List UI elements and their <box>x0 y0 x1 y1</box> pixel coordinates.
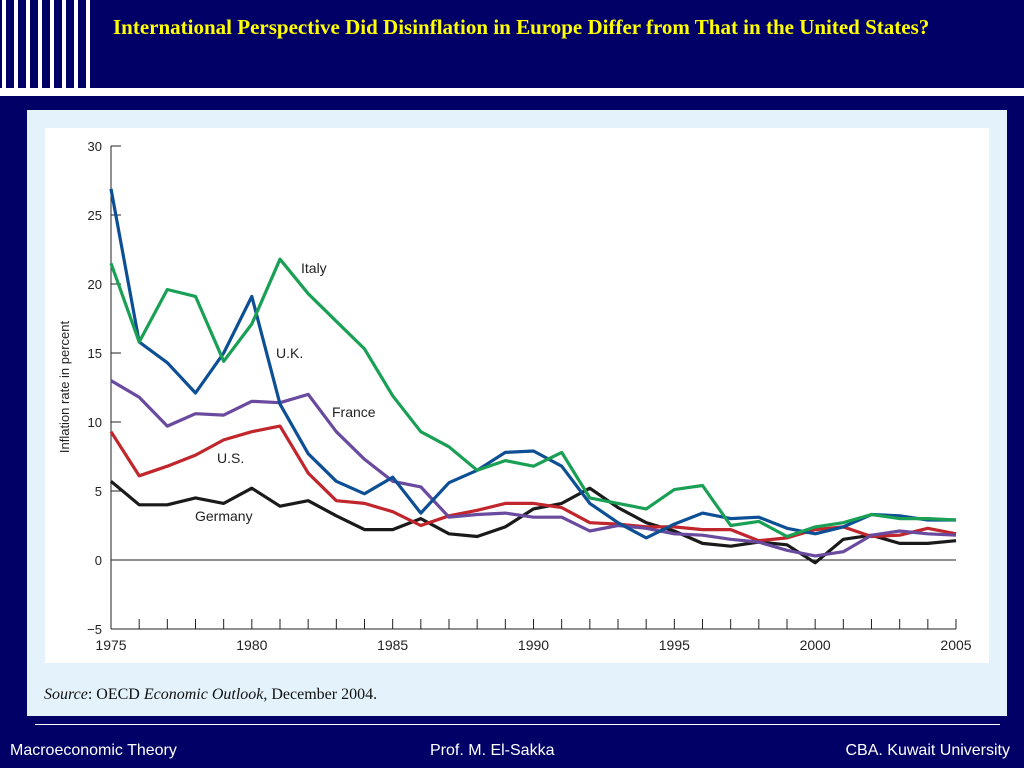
series-line-germany <box>109 480 957 565</box>
series-line-uk <box>109 188 956 540</box>
series-label-germany: Germany <box>195 508 253 524</box>
y-tick-label: 20 <box>88 277 102 292</box>
x-tick-label: 2005 <box>940 637 971 653</box>
footer-bar: Macroeconomic Theory Prof. M. El-Sakka C… <box>0 737 1024 768</box>
x-tick-label: 1975 <box>95 637 126 653</box>
decorative-stripes <box>2 0 90 88</box>
y-tick-label: −5 <box>87 622 102 637</box>
series-line-france <box>110 379 957 558</box>
source-date: , December 2004. <box>263 686 378 703</box>
footer-course: Macroeconomic Theory <box>10 742 177 759</box>
y-tick-label: 25 <box>88 208 102 223</box>
x-tick-label: 2000 <box>800 637 831 653</box>
footer-divider <box>35 724 1000 725</box>
source-org: : OECD <box>87 686 144 703</box>
y-axis-label: Inflation rate in percent <box>57 320 72 453</box>
y-tick-label: 30 <box>88 139 102 154</box>
series-label-us: U.S. <box>217 450 244 466</box>
footer-professor: Prof. M. El-Sakka <box>430 742 555 759</box>
series-line-us <box>109 424 957 543</box>
y-tick-label: 0 <box>95 553 102 568</box>
axes: −5 0 5 10 15 20 25 30 1975 1980 1985 1990 1995 2000 20… <box>57 139 972 653</box>
series-label-france: France <box>332 404 376 420</box>
x-tick-label: 1990 <box>518 637 549 653</box>
series-line-italy <box>109 257 957 539</box>
figure-source: Source: OECD Economic Outlook, December … <box>44 686 377 704</box>
y-tick-label: 15 <box>88 346 102 361</box>
series-label-uk: U.K. <box>276 345 303 361</box>
x-tick-label: 1980 <box>236 637 267 653</box>
series-lines <box>109 188 957 565</box>
x-tick-label: 1985 <box>377 637 408 653</box>
x-tick-label: 1995 <box>659 637 690 653</box>
source-prefix: Source <box>44 686 88 703</box>
title-divider <box>0 88 1024 96</box>
y-tick-label: 5 <box>95 484 102 499</box>
plot-area-background <box>45 128 989 663</box>
source-publication: Economic Outlook <box>143 686 264 703</box>
y-tick-label: 10 <box>88 415 102 430</box>
footer-institution: CBA. Kuwait University <box>845 742 1011 759</box>
series-label-italy: Italy <box>301 260 327 276</box>
slide-title: International Perspective Did Disinflati… <box>113 15 930 39</box>
series-labels: Italy U.K. France U.S. Germany <box>195 260 376 524</box>
